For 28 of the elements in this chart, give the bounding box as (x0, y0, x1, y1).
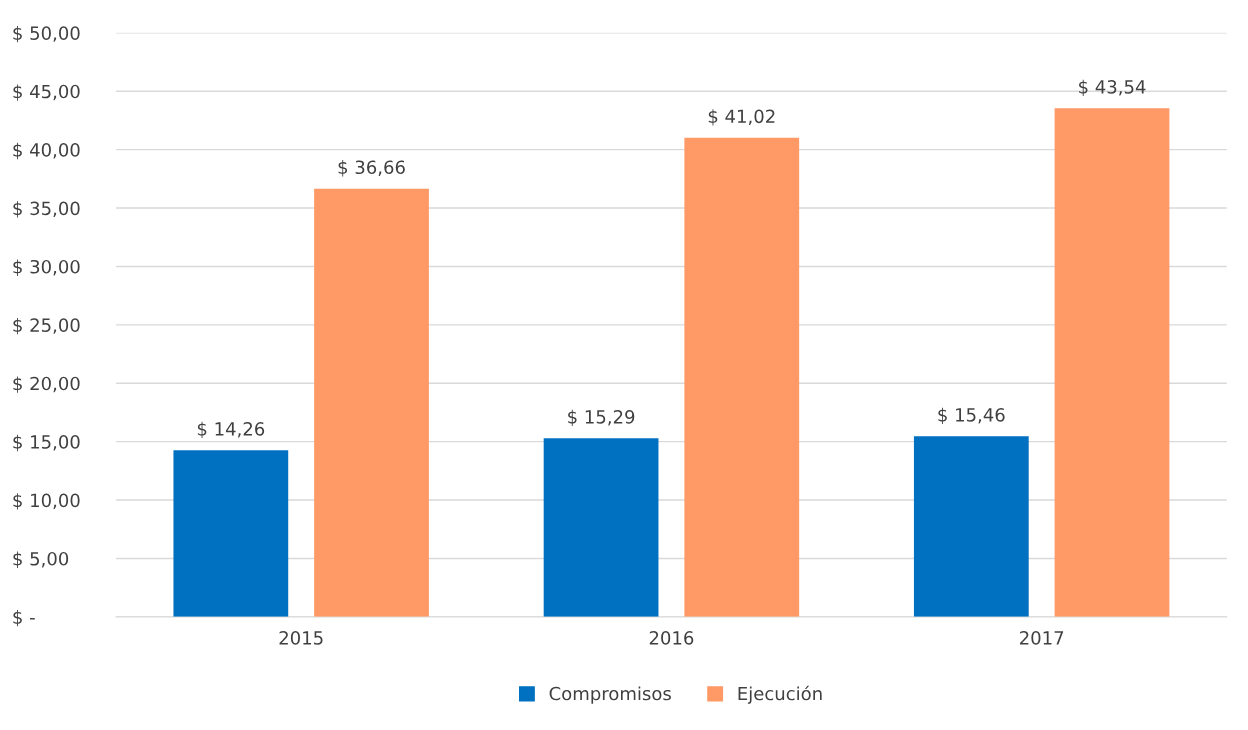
x-tick-label: 2016 (649, 631, 694, 645)
legend-label: Ejecución (738, 685, 822, 704)
data-label: $ 15,29 (568, 409, 635, 427)
bar (543, 438, 659, 617)
y-tick-label: $ 15,00 (13, 434, 80, 452)
y-tick-label: $ - (13, 609, 35, 627)
data-label: $ 41,02 (708, 109, 775, 126)
x-tick-label: 2015 (279, 631, 323, 645)
y-tick-label: $ 10,00 (13, 493, 80, 510)
y-tick-label: $ 40,00 (13, 142, 80, 160)
bar (314, 188, 429, 617)
y-tick-label: $ 50,00 (13, 25, 80, 43)
y-tick-label: $ 30,00 (13, 259, 80, 276)
data-label: $ 14,26 (197, 421, 265, 439)
y-tick-label: $ 20,00 (13, 376, 80, 393)
data-label: $ 36,66 (338, 160, 405, 177)
y-tick-label: $ 5,00 (13, 551, 69, 568)
bar (173, 450, 289, 617)
y-tick-label: $ 35,00 (13, 201, 80, 218)
bar (1054, 108, 1170, 617)
bar (684, 137, 800, 617)
y-tick-label: $ 45,00 (13, 84, 80, 101)
y-tick-label: $ 25,00 (13, 317, 80, 335)
data-label: $ 43,54 (1079, 79, 1146, 97)
data-label: $ 15,46 (938, 407, 1005, 425)
legend-label: Compromisos (549, 686, 671, 704)
x-tick-label: 2017 (1020, 631, 1064, 645)
bar (913, 436, 1029, 617)
